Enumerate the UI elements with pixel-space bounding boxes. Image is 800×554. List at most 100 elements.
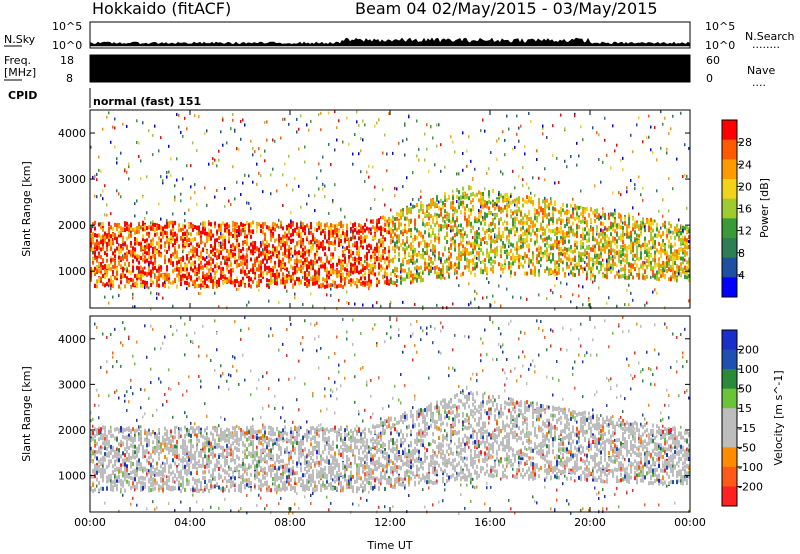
- echo-cell: [466, 222, 468, 227]
- echo-cell: [424, 261, 426, 266]
- echo-cell: [574, 263, 576, 268]
- echo-cell: [428, 262, 430, 267]
- echo-cell: [470, 200, 472, 205]
- echo-cell: [298, 231, 300, 236]
- scatter-cell: [152, 153, 154, 157]
- echo-cell: [176, 260, 178, 265]
- echo-cell: [502, 195, 504, 200]
- nsky-frame: [89, 21, 691, 49]
- echo-cell: [246, 220, 248, 225]
- echo-cell: [610, 232, 612, 237]
- echo-cell: [242, 241, 244, 246]
- echo-cell: [606, 263, 608, 268]
- echo-cell: [640, 225, 642, 230]
- echo-cell: [204, 277, 206, 282]
- echo-cell: [598, 232, 600, 237]
- echo-cell: [130, 243, 132, 248]
- echo-cell: [234, 260, 236, 265]
- scatter-cell: [306, 202, 308, 206]
- echo-cell: [454, 268, 456, 273]
- scatter-cell: [610, 266, 612, 270]
- echo-cell: [128, 269, 130, 274]
- scatter-cell: [112, 125, 114, 129]
- scatter-cell: [114, 126, 116, 130]
- scatter-cell: [382, 266, 384, 270]
- scatter-cell: [416, 154, 418, 158]
- echo-cell: [654, 240, 656, 245]
- echo-cell: [356, 251, 358, 256]
- echo-cell: [108, 238, 110, 243]
- echo-cell: [170, 239, 172, 244]
- echo-cell: [172, 261, 174, 266]
- echo-cell: [364, 276, 366, 281]
- echo-cell: [180, 282, 182, 287]
- echo-cell: [212, 284, 214, 289]
- echo-cell: [662, 222, 664, 227]
- scatter-cell: [646, 301, 648, 305]
- echo-cell: [480, 194, 482, 199]
- scatter-cell: [588, 297, 590, 301]
- scatter-cell: [512, 147, 514, 151]
- echo-cell: [466, 194, 468, 199]
- scatter-cell: [668, 132, 670, 136]
- scatter-cell: [350, 221, 352, 225]
- echo-cell: [452, 225, 454, 230]
- echo-cell: [630, 230, 632, 235]
- echo-cell: [472, 241, 474, 246]
- echo-cell: [528, 195, 530, 200]
- scatter-cell: [666, 147, 668, 151]
- echo-cell: [224, 279, 226, 284]
- echo-cell: [412, 254, 414, 259]
- scatter-cell: [172, 212, 174, 216]
- scatter-cell: [294, 296, 296, 300]
- echo-cell: [392, 229, 394, 234]
- scatter-cell: [296, 130, 298, 134]
- scatter-cell: [366, 170, 368, 174]
- echo-cell: [548, 270, 550, 275]
- scatter-cell: [358, 152, 360, 156]
- scatter-cell: [632, 150, 634, 154]
- echo-cell: [508, 196, 510, 201]
- scatter-cell: [516, 132, 518, 136]
- echo-cell: [214, 240, 216, 245]
- echo-cell: [566, 216, 568, 221]
- echo-cell: [144, 224, 146, 229]
- scatter-cell: [494, 233, 496, 237]
- scatter-cell: [272, 251, 274, 255]
- scatter-cell: [478, 227, 480, 231]
- echo-cell: [670, 242, 672, 247]
- echo-cell: [294, 270, 296, 275]
- echo-cell: [456, 209, 458, 214]
- echo-cell: [90, 277, 92, 282]
- echo-cell: [470, 192, 472, 197]
- echo-cell: [622, 237, 624, 242]
- echo-cell: [284, 234, 286, 239]
- scatter-cell: [352, 152, 354, 156]
- echo-cell: [584, 209, 586, 214]
- echo-cell: [446, 198, 448, 203]
- echo-cell: [544, 249, 546, 254]
- echo-cell: [588, 266, 590, 271]
- echo-cell: [256, 247, 258, 252]
- echo-cell: [326, 266, 328, 271]
- echo-cell: [478, 210, 480, 215]
- echo-cell: [664, 245, 666, 250]
- echo-cell: [460, 195, 462, 200]
- nave-top: 60: [706, 54, 720, 67]
- echo-cell: [310, 263, 312, 268]
- scatter-cell: [646, 251, 648, 255]
- echo-cell: [264, 246, 266, 251]
- scatter-cell: [524, 145, 526, 149]
- scatter-cell: [506, 114, 508, 118]
- scatter-cell: [640, 193, 642, 197]
- echo-cell: [190, 224, 192, 229]
- echo-cell: [340, 272, 342, 277]
- echo-cell: [370, 265, 372, 270]
- echo-cell: [186, 233, 188, 238]
- echo-cell: [158, 236, 160, 241]
- scatter-cell: [300, 222, 302, 226]
- scatter-cell: [668, 176, 670, 180]
- scatter-cell: [602, 160, 604, 164]
- scatter-cell: [324, 184, 326, 188]
- echo-cell: [152, 246, 154, 251]
